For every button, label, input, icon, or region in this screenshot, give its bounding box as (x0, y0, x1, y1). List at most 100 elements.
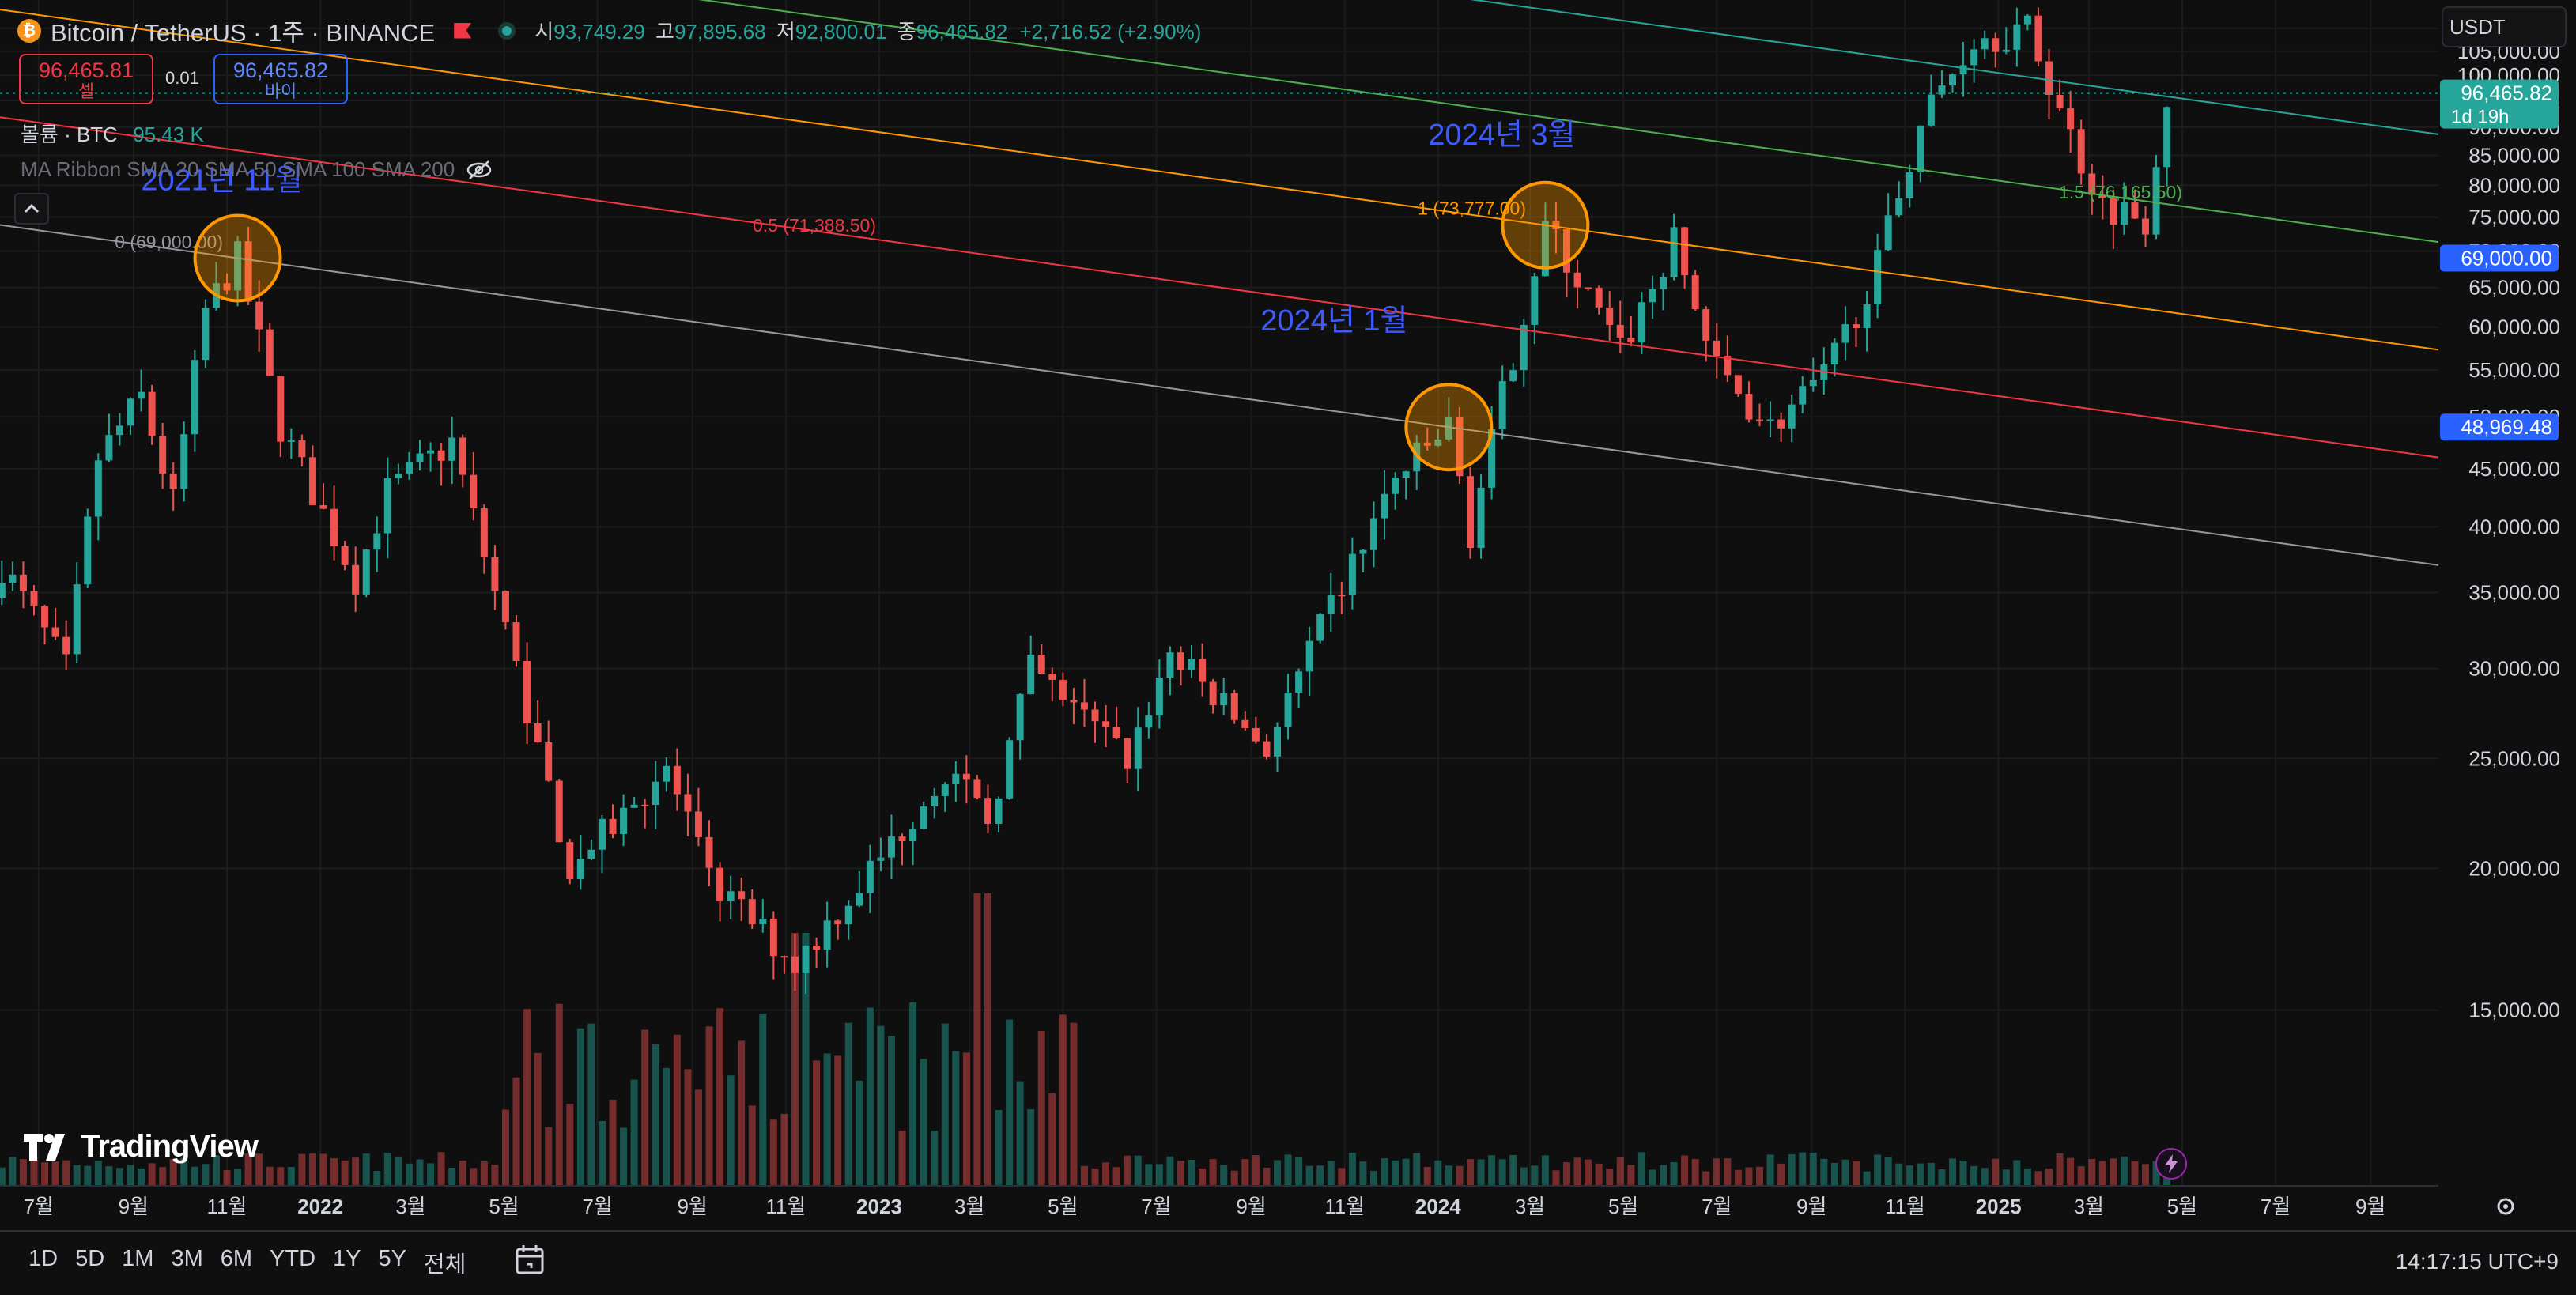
candle-body (448, 437, 456, 461)
clock[interactable]: 14:17:15 UTC+9 (2395, 1249, 2559, 1274)
symbol-header[interactable]: ₿ Bitcoin / TetherUS · 1주 · BINANCE 시93,… (17, 13, 1201, 48)
volume-bar (62, 1160, 70, 1186)
candle-body (856, 893, 863, 906)
volume-bar (138, 1168, 145, 1186)
timeframe-button[interactable]: 전체 (424, 1252, 466, 1278)
volume-bar (277, 1167, 285, 1186)
lightning-button[interactable] (2155, 1148, 2187, 1180)
candle-body (1509, 370, 1517, 382)
candle-body (427, 450, 435, 454)
candle-body (308, 457, 316, 506)
ohlc-readout: 시93,749.29 고97,895.68 저92,800.01 종96,465… (534, 20, 1202, 43)
x-tick-label: 9월 (1236, 1195, 1266, 1218)
volume-bar (287, 1167, 295, 1186)
candle-body (844, 905, 852, 925)
volume-bar (341, 1160, 349, 1186)
candle-body (105, 435, 113, 461)
candle-body (1305, 640, 1313, 672)
y-tick-label: 25,000.00 (2468, 746, 2560, 770)
volume-bar (30, 1157, 38, 1186)
volume-bar (931, 1131, 939, 1186)
volume-bar (1070, 1022, 1078, 1186)
annotations: 2021년 11월 2024년 1월 2024년 3월 (141, 119, 1590, 472)
candle-body (1369, 518, 1377, 550)
candle-body (673, 765, 681, 795)
volume-bar (512, 1077, 520, 1186)
candle-body (663, 765, 670, 782)
volume-bar (405, 1163, 413, 1186)
timeframe-button[interactable]: 5Y (378, 1246, 407, 1271)
volume-bar (2013, 1160, 2021, 1186)
flag-icon[interactable] (454, 22, 472, 39)
candle-body (459, 437, 466, 475)
volume-bar (1456, 1165, 1464, 1186)
candle-body (877, 857, 885, 861)
volume-bar (1381, 1158, 1388, 1186)
volume-bar (2131, 1161, 2139, 1186)
volume-legend[interactable]: 볼륨 · BTC 95.43 K (21, 123, 204, 146)
candle-body (1884, 215, 1892, 251)
volume-bar (2034, 1171, 2042, 1186)
volume-bar (308, 1153, 316, 1186)
candle-body (1402, 471, 1410, 478)
candle-body (1660, 277, 1668, 289)
volume-bar (223, 1170, 231, 1186)
candle-body (234, 241, 242, 291)
volume-bar (73, 1165, 81, 1186)
candle-body (1637, 302, 1645, 343)
candle-body (180, 434, 188, 489)
timeframe-button[interactable]: 1Y (333, 1246, 361, 1271)
candle-body (395, 474, 402, 478)
volume-bar (352, 1157, 360, 1186)
volume-bar (1220, 1165, 1228, 1186)
volume-bar (759, 1014, 767, 1186)
volume-bar (1745, 1167, 1753, 1186)
timeframe-button[interactable]: 6M (220, 1246, 253, 1271)
timeframe-button[interactable]: 1M (122, 1246, 154, 1271)
volume-bar (1145, 1164, 1153, 1186)
volume-bar (641, 1029, 649, 1186)
volume-bar (1359, 1161, 1367, 1186)
candle-body (1841, 324, 1849, 343)
timeframe-button[interactable]: 1D (28, 1246, 59, 1271)
volume-bar (984, 893, 991, 1186)
ma-ribbon-legend[interactable]: MA Ribbon SMA 20 SMA 50 SMA 100 SMA 200 (21, 157, 493, 182)
buy-button[interactable]: 96,465.82 바이 (213, 54, 348, 104)
highlight-circle (1501, 180, 1590, 270)
volume-bar (362, 1153, 370, 1186)
candle-body (1874, 250, 1882, 305)
candle-body (973, 779, 981, 799)
candle-body (1799, 386, 1807, 405)
timeframe-button[interactable]: 3M (171, 1246, 203, 1271)
volume-bar (94, 1161, 102, 1186)
candle-body (866, 860, 874, 893)
candle-body (62, 636, 70, 655)
candle-body (1112, 727, 1120, 738)
timeframe-button[interactable]: 5D (75, 1246, 105, 1271)
sell-button[interactable]: 96,465.81 셀 (19, 54, 153, 104)
volume-bar (898, 1130, 906, 1186)
candle-body (2002, 49, 2010, 52)
currency-selector[interactable]: USDT (2442, 6, 2567, 47)
volume-bar (1895, 1163, 1903, 1186)
candle-body (127, 398, 134, 426)
eye-hidden-icon[interactable] (466, 160, 493, 180)
volume-bar (1970, 1165, 1978, 1186)
collapse-legend-button[interactable] (14, 193, 49, 225)
volume-bar (1927, 1162, 1935, 1186)
candle-body (1863, 304, 1871, 328)
x-tick-label: 3월 (954, 1195, 984, 1218)
settings-button[interactable] (2491, 1191, 2521, 1221)
volume-bar (834, 1055, 842, 1186)
volume-bar (19, 1159, 27, 1186)
y-tick-label: 60,000.00 (2468, 315, 2560, 339)
candle-body (277, 376, 285, 442)
timeframe-button[interactable]: YTD (270, 1246, 316, 1271)
candle-body (298, 440, 306, 458)
price-tag-value: 48,969.48 (2461, 415, 2552, 439)
candle-body (1381, 493, 1388, 519)
volume-bar (844, 1022, 852, 1186)
date-range-button[interactable] (512, 1243, 549, 1279)
candle-body (169, 473, 177, 489)
